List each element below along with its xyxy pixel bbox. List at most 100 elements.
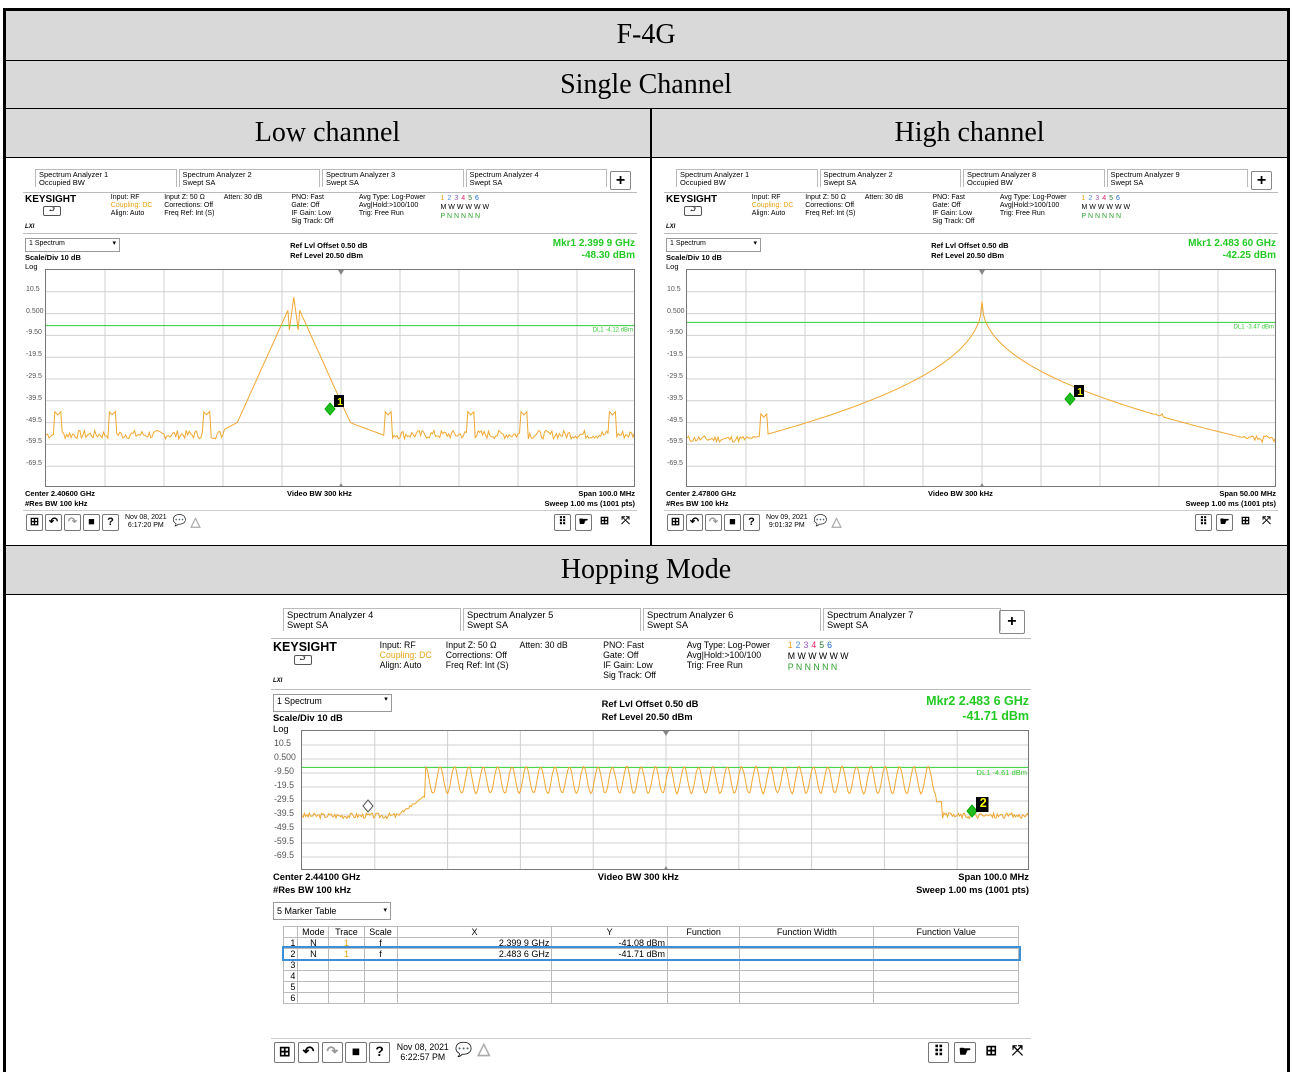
windows-icon[interactable]: ⊞ [274, 1042, 296, 1064]
marker-table-row[interactable]: 4 [282, 969, 1019, 982]
analyzer-tab-3[interactable]: Spectrum Analyzer 8 Occupied BW [963, 169, 1105, 187]
fullscreen-icon[interactable]: ⤧ [1258, 514, 1275, 531]
marker-amplitude: -48.30 dBm [581, 250, 635, 261]
settings-column: PNO: Fast Gate: Off IF Gain: Low Sig Track:… [291, 194, 333, 226]
log-label: Log [273, 724, 289, 735]
marker-table-cell: 1 [328, 947, 365, 960]
help-icon[interactable]: ? [743, 514, 760, 531]
view-select-value: 1 Spectrum [670, 240, 706, 247]
spectrum-plot[interactable]: DL1 -4.12 dBm 1 [45, 269, 635, 487]
file-icon[interactable]: ■ [345, 1042, 367, 1064]
windows-icon[interactable]: ⊞ [667, 514, 684, 531]
analyzer-tab-4[interactable]: Spectrum Analyzer 4 Swept SA [465, 169, 607, 187]
setting-value: IF Gain: Low [932, 210, 972, 217]
keypad-icon[interactable]: ⠿ [928, 1042, 950, 1064]
add-screen-button[interactable]: + [1251, 171, 1272, 190]
settings-column: Input: RF Coupling: DC Align: Auto [111, 194, 153, 218]
undo-icon[interactable]: ↶ [297, 1042, 319, 1064]
setting-value: Corrections: Off [805, 202, 855, 209]
analyzer-tab-3[interactable]: Spectrum Analyzer 3 Swept SA [322, 169, 464, 187]
marker-table-cell [739, 980, 875, 993]
marker-table-cell: 3 [282, 958, 299, 971]
view-select[interactable]: 1 Spectrum ▾ [25, 238, 120, 252]
touch-icon[interactable]: ☛ [575, 514, 592, 531]
clock-date: Nov 08, 2021 [396, 1042, 449, 1052]
y-tick-label: -39.5 [274, 808, 294, 818]
redo-icon[interactable]: ↷ [321, 1042, 343, 1064]
marker-label: 2 [980, 796, 987, 810]
undo-icon[interactable]: ↶ [45, 514, 62, 531]
multiview-icon[interactable]: ⊞ [596, 514, 613, 531]
column-header: Trace [328, 925, 365, 938]
help-icon[interactable]: ? [369, 1042, 391, 1064]
marker-table-cell [328, 958, 365, 971]
lxi-label: LXI [273, 677, 283, 684]
touch-icon[interactable]: ☛ [954, 1042, 976, 1064]
column-header: Function Value [873, 925, 1019, 938]
spectrum-graph: DL1 -4.12 dBm 1 [46, 270, 634, 486]
analyzer-tab-1[interactable]: Spectrum Analyzer 1 Occupied BW [35, 169, 177, 187]
touch-icon[interactable]: ☛ [1216, 514, 1233, 531]
spectrum-plot[interactable]: DL1 -4.61 dBm 2 [301, 730, 1029, 871]
analyzer-tab-2[interactable]: Spectrum Analyzer 2 Swept SA [178, 169, 320, 187]
multiview-icon[interactable]: ⊞ [980, 1042, 1002, 1064]
fullscreen-icon[interactable]: ⤧ [1006, 1042, 1028, 1064]
marker-table-row[interactable]: 1 N 1 f 2.399 9 GHz -41.08 dBm [282, 936, 1019, 949]
marker-table-row[interactable]: 5 [282, 980, 1019, 993]
keypad-icon[interactable]: ⠿ [554, 514, 571, 531]
local-remote-icon[interactable]: ⮐ [684, 206, 702, 216]
trace-number: 2 [795, 639, 801, 650]
add-screen-button[interactable]: + [610, 171, 631, 190]
analyzer-tab-2[interactable]: Spectrum Analyzer 2 Swept SA [819, 169, 961, 187]
trace-mode-row: M W W W W W [787, 651, 849, 661]
file-icon[interactable]: ■ [724, 514, 741, 531]
y-tick-label: -19.5 [667, 351, 683, 359]
tab-title: Spectrum Analyzer 2 [182, 170, 252, 179]
keypad-icon[interactable]: ⠿ [1195, 514, 1212, 531]
message-icon[interactable]: 💬 [171, 514, 188, 531]
local-remote-icon[interactable]: ⮐ [293, 655, 312, 665]
warning-icon[interactable]: △ [187, 514, 204, 531]
windows-icon[interactable]: ⊞ [26, 514, 43, 531]
redo-icon[interactable]: ↷ [64, 514, 81, 531]
settings-column: Input: RF Coupling: DC Align: Auto [380, 640, 432, 670]
analyzer-tab-1[interactable]: Spectrum Analyzer 1 Occupied BW [676, 169, 818, 187]
multiview-icon[interactable]: ⊞ [1237, 514, 1254, 531]
analyzer-tab-4[interactable]: Spectrum Analyzer 9 Swept SA [1106, 169, 1248, 187]
warning-icon[interactable]: △ [828, 514, 845, 531]
add-screen-button[interactable]: + [998, 610, 1025, 634]
file-icon[interactable]: ■ [83, 514, 100, 531]
settings-column: Input Z: 50 Ω Corrections: Off Freq Ref: I… [164, 194, 214, 218]
setting-value: Trig: Free Run [686, 659, 743, 670]
message-icon[interactable]: 💬 [455, 1042, 473, 1059]
local-remote-icon[interactable]: ⮐ [43, 206, 61, 216]
analyzer-tab-1[interactable]: Spectrum Analyzer 4 Swept SA [283, 608, 461, 631]
setting-value: Atten: 30 dB [223, 194, 263, 201]
help-icon[interactable]: ? [102, 514, 119, 531]
analyzer-tab-4[interactable]: Spectrum Analyzer 7 Swept SA [823, 608, 1001, 631]
marker-table-row[interactable]: 2 N 1 f 2.483 6 GHz -41.71 dBm [281, 946, 1021, 962]
view-select[interactable]: 1 Spectrum ▾ [273, 694, 392, 712]
trace-number: 1 [1081, 195, 1086, 202]
marker-table-row[interactable]: 6 [282, 991, 1019, 1004]
spectrum-plot[interactable]: DL1 -3.47 dBm 1 [686, 269, 1276, 487]
view-select[interactable]: 1 Spectrum ▾ [666, 238, 761, 252]
fullscreen-icon[interactable]: ⤧ [617, 514, 634, 531]
marker-table-cell [363, 969, 398, 982]
analyzer-tab-2[interactable]: Spectrum Analyzer 5 Swept SA [463, 608, 641, 631]
column-header: Scale [363, 925, 398, 938]
warning-icon[interactable]: △ [475, 1041, 493, 1059]
tab-title: Spectrum Analyzer 1 [39, 170, 109, 179]
marker-table-cell [873, 958, 1019, 971]
setting-value: Atten: 30 dB [864, 194, 904, 201]
message-icon[interactable]: 💬 [812, 514, 829, 531]
marker-table-cell: f [363, 947, 398, 960]
redo-icon[interactable]: ↷ [705, 514, 722, 531]
y-tick-label: -69.5 [26, 460, 42, 468]
analyzer-tab-3[interactable]: Spectrum Analyzer 6 Swept SA [643, 608, 821, 631]
trace-number: 3 [803, 639, 809, 650]
y-tick-label: -59.5 [667, 438, 683, 446]
marker-table-row[interactable]: 3 [282, 958, 1019, 971]
undo-icon[interactable]: ↶ [686, 514, 703, 531]
marker-table-view-select[interactable]: 5 Marker Table ▾ [273, 901, 391, 920]
